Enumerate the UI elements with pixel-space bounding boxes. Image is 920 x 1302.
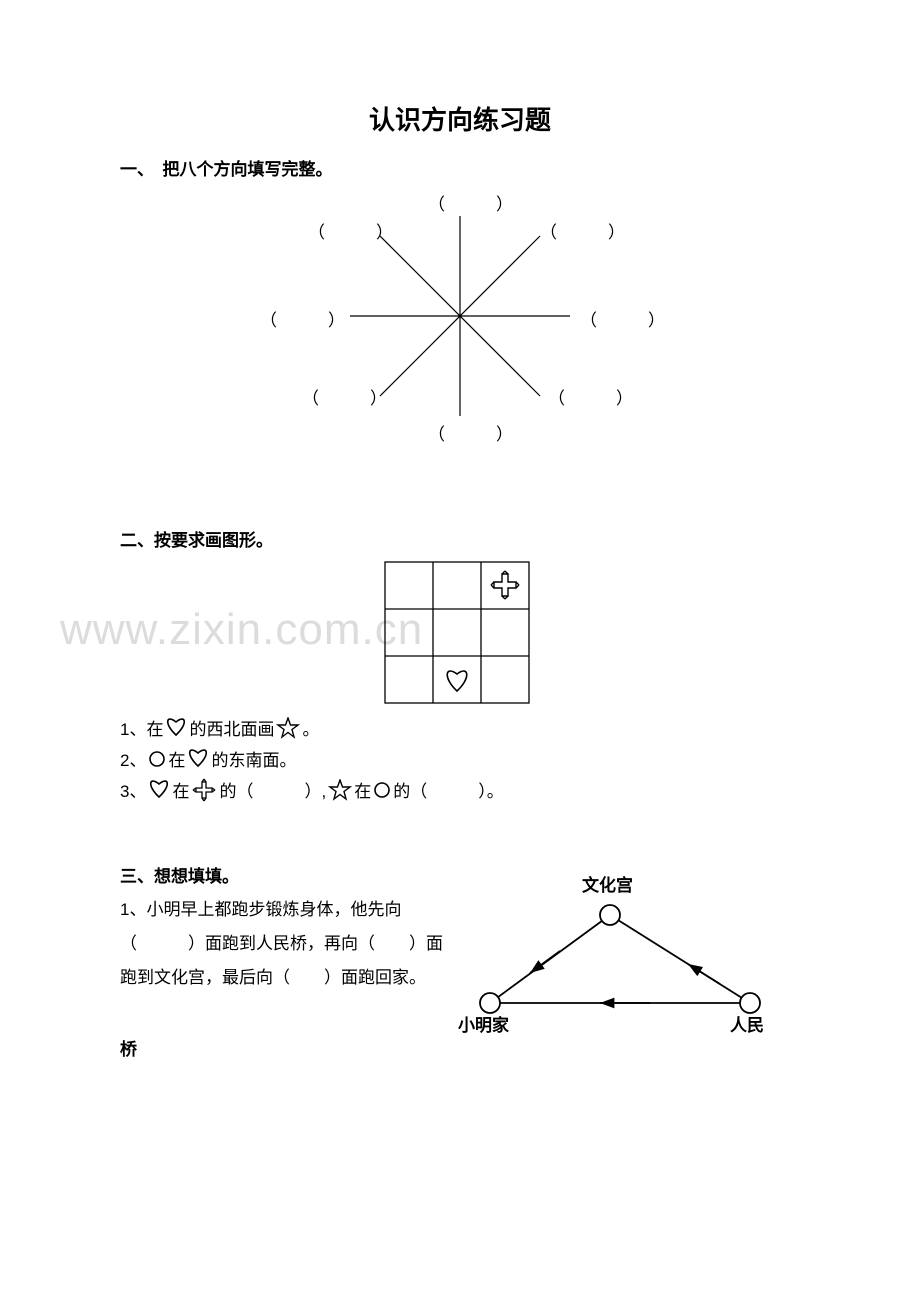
q2-1-mid: 的西北面画 [189, 715, 274, 740]
compass-label-e: （ ） [580, 306, 665, 331]
watermark-text: www.zixin.com.cn [60, 605, 423, 655]
grid-3x3 [380, 559, 540, 699]
compass-rose: （ ） （ ） （ ） （ ） （ ） （ ） （ ） （ ） [230, 186, 690, 446]
star-icon [328, 779, 352, 801]
route-label-home: 小明家 [458, 1011, 509, 1036]
s3-line2: （ ）面跑到人民桥，再向（ ）面 [120, 927, 450, 961]
compass-label-s: （ ） [428, 420, 513, 445]
compass-label-w: （ ） [260, 306, 345, 331]
section-3-head: 三、想想填填。 [120, 862, 800, 887]
q2-1-pre: 1、在 [120, 715, 163, 740]
route-map: 文化宫 小明家 人民 [450, 893, 780, 1033]
q2-3-c: 在 [354, 777, 371, 802]
compass-label-n: （ ） [428, 190, 513, 215]
q2-3-a: 在 [172, 777, 189, 802]
section-3-text: 1、小明早上都跑步锻炼身体，他先向 （ ）面跑到人民桥，再向（ ）面 跑到文化宫… [120, 893, 450, 995]
compass-label-sw: （ ） [302, 384, 387, 409]
q2-3-d: 的（ ）。 [393, 777, 504, 802]
heart-icon [187, 749, 209, 769]
q2-1: 1、在 的西北面画 。 [120, 715, 800, 740]
heart-icon [165, 718, 187, 738]
compass-label-se: （ ） [548, 384, 633, 409]
q2-2: 2、 在 的东南面。 [120, 746, 800, 771]
circle-icon [148, 750, 166, 768]
q2-2-mid: 在 [168, 746, 185, 771]
section-2-head: 二、按要求画图形。 [120, 526, 800, 551]
qiao-label: 桥 [120, 1035, 800, 1060]
q2-3-pre: 3、 [120, 777, 146, 802]
circle-icon [373, 781, 391, 799]
q2-2-pre: 2、 [120, 746, 146, 771]
s3-line1: 1、小明早上都跑步锻炼身体，他先向 [120, 893, 450, 927]
star-icon [276, 717, 300, 739]
section-1-head: 一、 把八个方向填写完整。 [120, 155, 800, 180]
compass-label-ne: （ ） [540, 218, 625, 243]
cross-icon [191, 778, 217, 802]
route-label-palace: 文化宫 [582, 871, 633, 896]
q2-2-post: 的东南面。 [211, 746, 296, 771]
s3-line3: 跑到文化宫，最后向（ ）面跑回家。 [120, 961, 450, 995]
heart-icon [148, 780, 170, 800]
grid-svg [380, 559, 540, 709]
q2-3: 3、 在 的（ ）, 在 的（ ）。 [120, 777, 800, 802]
page-title: 认识方向练习题 [120, 100, 800, 137]
q2-1-post: 。 [302, 715, 319, 740]
compass-label-nw: （ ） [308, 218, 393, 243]
q2-3-b: 的（ ）, [219, 777, 326, 802]
route-label-people: 人民 [730, 1011, 764, 1036]
